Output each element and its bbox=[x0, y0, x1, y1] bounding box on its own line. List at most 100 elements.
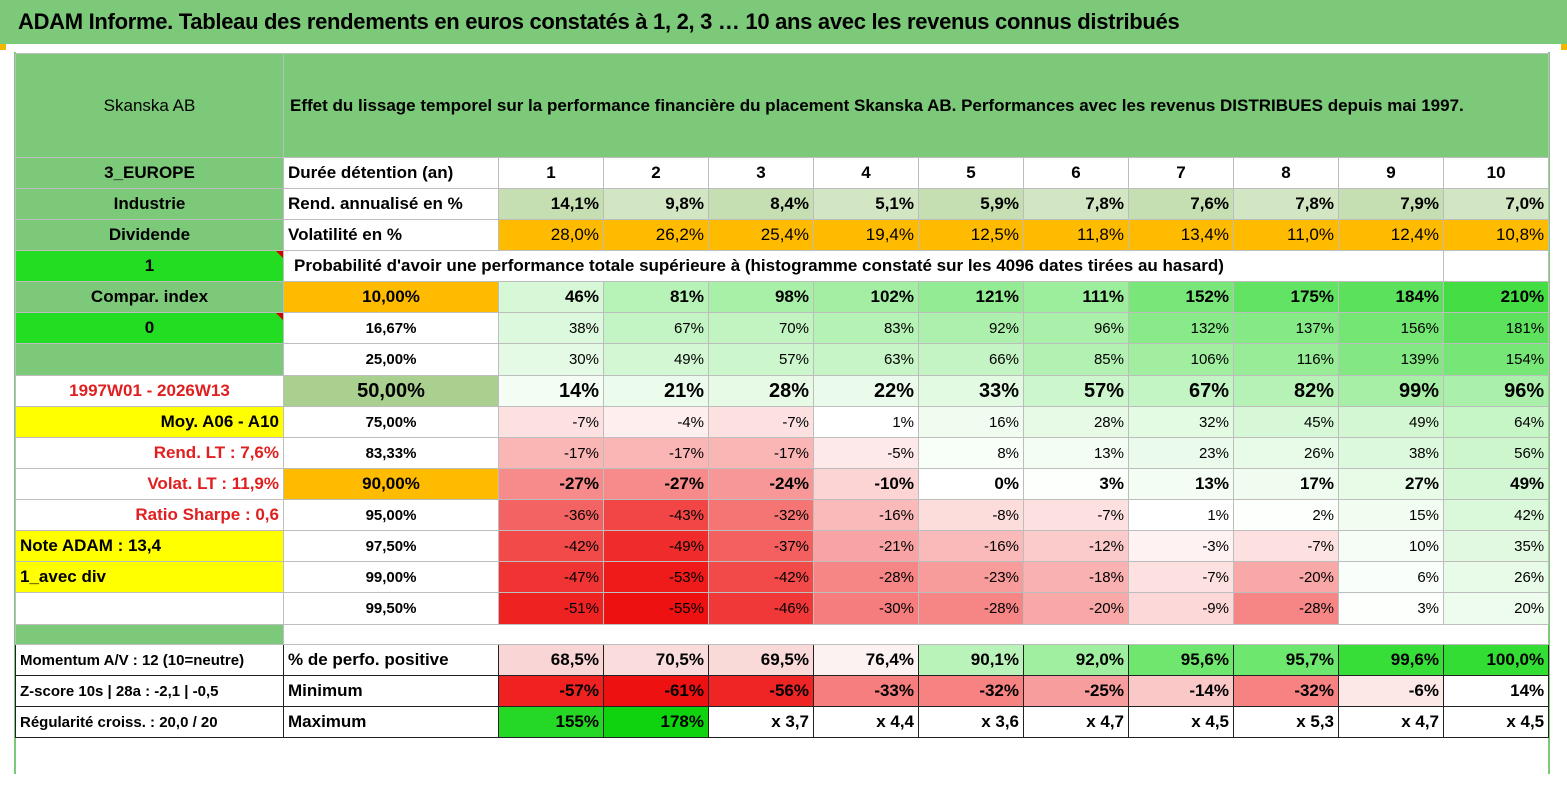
value-cell: 92,0% bbox=[1023, 644, 1129, 676]
left-info-cell bbox=[15, 592, 284, 625]
value-cell: -32% bbox=[918, 675, 1024, 707]
table-row: Momentum A/V : 12 (10=neutre)% de perfo.… bbox=[15, 644, 1550, 676]
value-cell: 30% bbox=[498, 343, 604, 376]
corner-marker bbox=[1561, 44, 1567, 50]
value-cell: 11,0% bbox=[1233, 219, 1339, 251]
value-cell: -5% bbox=[813, 437, 919, 469]
value-cell: -8% bbox=[918, 499, 1024, 531]
value-cell: x 5,3 bbox=[1233, 706, 1339, 738]
table-row: Note ADAM : 13,4 97,50% -42% -49% -37% -21% -1… bbox=[15, 530, 1550, 562]
value-cell: 7,8% bbox=[1233, 188, 1339, 220]
asset-name: Skanska AB bbox=[15, 53, 284, 158]
value-cell: 49% bbox=[603, 343, 709, 376]
value-cell: 20% bbox=[1442, 592, 1550, 625]
value-cell: 7 bbox=[1128, 157, 1234, 189]
value-cell: 132% bbox=[1128, 312, 1234, 344]
corner-marker bbox=[0, 44, 6, 50]
value-cell: -21% bbox=[813, 530, 919, 562]
row-label: 83,33% bbox=[283, 437, 499, 469]
value-cell: x 4,4 bbox=[813, 706, 919, 738]
performance-table: Skanska AB Effet du lissage temporel sur … bbox=[15, 53, 1550, 738]
value-cell: -10% bbox=[813, 468, 919, 500]
table-row: Industrie Rend. annualisé en % 14,1% 9,8% 8,… bbox=[15, 188, 1550, 220]
value-cell: 67% bbox=[603, 312, 709, 344]
value-cell: 13% bbox=[1128, 468, 1234, 500]
value-cell: 67% bbox=[1128, 375, 1234, 407]
left-info-cell: 3_EUROPE bbox=[15, 157, 284, 189]
table-header-row: Skanska AB Effet du lissage temporel sur … bbox=[15, 53, 1550, 158]
value-cell: -20% bbox=[1233, 561, 1339, 593]
value-cell: 5,1% bbox=[813, 188, 919, 220]
row-label: 50,00% bbox=[283, 375, 499, 407]
value-cell: -24% bbox=[708, 468, 814, 500]
value-cell: 155% bbox=[498, 706, 604, 738]
value-cell: 184% bbox=[1338, 281, 1444, 313]
left-info-cell: Régularité croiss. : 20,0 / 20 bbox=[15, 706, 284, 738]
table-row: Volat. LT : 11,9% 90,00% -27% -27% -24% -10% 0… bbox=[15, 468, 1550, 500]
value-cell: -36% bbox=[498, 499, 604, 531]
left-info-cell: 1997W01 - 2026W13 bbox=[15, 375, 284, 407]
value-cell: 23% bbox=[1128, 437, 1234, 469]
left-info-cell: 0 bbox=[15, 312, 284, 344]
value-cell: 17% bbox=[1233, 468, 1339, 500]
value-cell: -16% bbox=[813, 499, 919, 531]
value-cell: 106% bbox=[1128, 343, 1234, 376]
value-cell: 32% bbox=[1128, 406, 1234, 438]
probability-caption: Probabilité d'avoir une performance tota… bbox=[283, 250, 1444, 282]
value-cell: -17% bbox=[498, 437, 604, 469]
value-cell: 69,5% bbox=[708, 644, 814, 676]
value-cell: -3% bbox=[1128, 530, 1234, 562]
row-label: 10,00% bbox=[283, 281, 499, 313]
left-info-cell: Ratio Sharpe : 0,6 bbox=[15, 499, 284, 531]
row-label: 99,50% bbox=[283, 592, 499, 625]
value-cell: 15% bbox=[1338, 499, 1444, 531]
value-cell: 139% bbox=[1338, 343, 1444, 376]
value-cell: 14% bbox=[498, 375, 604, 407]
value-cell: -6% bbox=[1338, 675, 1444, 707]
value-cell: 10,8% bbox=[1442, 219, 1550, 251]
row-label: Volatilité en % bbox=[283, 219, 499, 251]
value-cell: 3% bbox=[1338, 592, 1444, 625]
value-cell: 1 bbox=[498, 157, 604, 189]
value-cell: 7,9% bbox=[1338, 188, 1444, 220]
value-cell: 81% bbox=[603, 281, 709, 313]
value-cell: -7% bbox=[1023, 499, 1129, 531]
left-info-cell: Dividende bbox=[15, 219, 284, 251]
value-cell: -16% bbox=[918, 530, 1024, 562]
value-cell: 9,8% bbox=[603, 188, 709, 220]
value-cell: 12,4% bbox=[1338, 219, 1444, 251]
header-description: Effet du lissage temporel sur la perform… bbox=[282, 53, 1550, 158]
value-cell: 66% bbox=[918, 343, 1024, 376]
value-cell: 3 bbox=[708, 157, 814, 189]
value-cell: x 4,5 bbox=[1128, 706, 1234, 738]
value-cell: 56% bbox=[1442, 437, 1550, 469]
table-row bbox=[15, 624, 1549, 645]
value-cell: 28,0% bbox=[498, 219, 604, 251]
value-cell: 181% bbox=[1442, 312, 1550, 344]
value-cell: 82% bbox=[1233, 375, 1339, 407]
value-cell: 90,1% bbox=[918, 644, 1024, 676]
row-label: 90,00% bbox=[283, 468, 499, 500]
value-cell: -46% bbox=[708, 592, 814, 625]
value-cell: 49% bbox=[1442, 468, 1550, 500]
value-cell: -57% bbox=[498, 675, 604, 707]
value-cell: 5,9% bbox=[918, 188, 1024, 220]
value-cell: -32% bbox=[1233, 675, 1339, 707]
value-cell: 83% bbox=[813, 312, 919, 344]
value-cell: 19,4% bbox=[813, 219, 919, 251]
value-cell: 26% bbox=[1233, 437, 1339, 469]
value-cell: -23% bbox=[918, 561, 1024, 593]
row-label: 25,00% bbox=[283, 343, 499, 376]
value-cell: 121% bbox=[918, 281, 1024, 313]
value-cell: 46% bbox=[498, 281, 604, 313]
value-cell: 178% bbox=[603, 706, 709, 738]
value-cell: x 4,7 bbox=[1338, 706, 1444, 738]
left-info-cell: 1 bbox=[15, 250, 284, 282]
value-cell: 14% bbox=[1442, 675, 1550, 707]
value-cell: 42% bbox=[1442, 499, 1550, 531]
value-cell: 137% bbox=[1233, 312, 1339, 344]
value-cell: 57% bbox=[708, 343, 814, 376]
value-cell: 7,0% bbox=[1442, 188, 1550, 220]
value-cell: -4% bbox=[603, 406, 709, 438]
value-cell: -42% bbox=[708, 561, 814, 593]
